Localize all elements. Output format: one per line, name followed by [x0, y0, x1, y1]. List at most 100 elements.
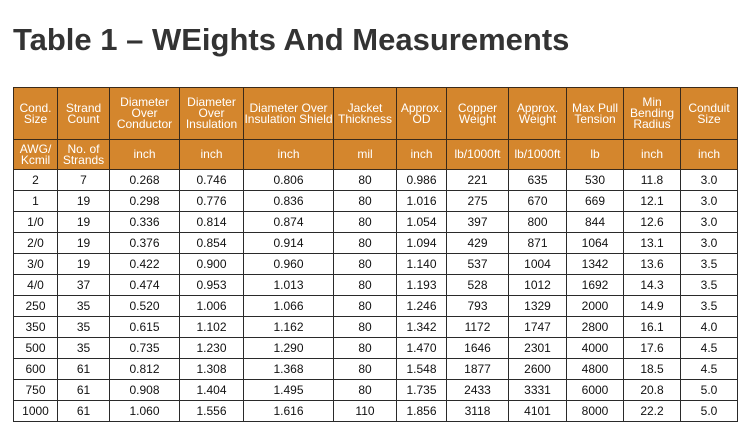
table-cell: 1.013 — [243, 274, 334, 296]
table-cell: 0.735 — [109, 337, 180, 359]
column-unit: inch — [623, 139, 681, 170]
weights-measurements-table: Cond. Size Strand Count Diameter Over Cond… — [13, 87, 738, 422]
table-cell: 1.290 — [243, 337, 334, 359]
table-cell: 0.268 — [109, 169, 180, 191]
table-cell: 4/0 — [13, 274, 58, 296]
table-cell: 0.376 — [109, 232, 180, 254]
table-cell: 19 — [57, 211, 110, 233]
table-cell: 80 — [333, 211, 397, 233]
table-cell: 8000 — [566, 400, 624, 422]
table-cell: 0.900 — [179, 253, 244, 275]
table-cell: 80 — [333, 295, 397, 317]
table-cell: 0.422 — [109, 253, 180, 275]
table-cell: 1.495 — [243, 379, 334, 401]
table-row: 350 35 0.615 1.102 1.162 80 1.342 1172 1747 2800 1… — [13, 316, 738, 338]
table-cell: 3.0 — [680, 190, 738, 212]
column-header: Strand Count — [57, 87, 110, 140]
table-cell: 1.162 — [243, 316, 334, 338]
table-cell: 80 — [333, 253, 397, 275]
table-cell: 2 — [13, 169, 58, 191]
table-cell: 12.6 — [623, 211, 681, 233]
table-cell: 1.404 — [179, 379, 244, 401]
table-cell: 6000 — [566, 379, 624, 401]
table-cell: 0.814 — [179, 211, 244, 233]
table-cell: 1.094 — [396, 232, 447, 254]
table-cell: 35 — [57, 295, 110, 317]
table-cell: 0.986 — [396, 169, 447, 191]
table-cell: 750 — [13, 379, 58, 401]
table-cell: 1000 — [13, 400, 58, 422]
table-row: 1000 61 1.060 1.556 1.616 110 1.856 3118 4101 800… — [13, 400, 738, 422]
table-cell: 600 — [13, 358, 58, 380]
table-cell: 1.735 — [396, 379, 447, 401]
table-cell: 0.908 — [109, 379, 180, 401]
table-cell: 1.066 — [243, 295, 334, 317]
table-cell: 1646 — [446, 337, 509, 359]
table-cell: 3.5 — [680, 274, 738, 296]
table-cell: 1.308 — [179, 358, 244, 380]
table-cell: 5.0 — [680, 379, 738, 401]
table-cell: 528 — [446, 274, 509, 296]
column-unit: inch — [680, 139, 738, 170]
table-cell: 80 — [333, 232, 397, 254]
table-cell: 1.016 — [396, 190, 447, 212]
column-header: Cond. Size — [13, 87, 58, 140]
table-row: 1 19 0.298 0.776 0.836 80 1.016 275 670 669 12.1 3.… — [13, 190, 738, 212]
table-row: 3/0 19 0.422 0.900 0.960 80 1.140 537 1004 1342 13… — [13, 253, 738, 275]
table-cell: 11.8 — [623, 169, 681, 191]
table-cell: 1.054 — [396, 211, 447, 233]
table-cell: 2433 — [446, 379, 509, 401]
table-cell: 530 — [566, 169, 624, 191]
table-cell: 1692 — [566, 274, 624, 296]
table-cell: 80 — [333, 379, 397, 401]
table-cell: 1.342 — [396, 316, 447, 338]
table-body: 2 7 0.268 0.746 0.806 80 0.986 221 635 530 11.8 3.0… — [13, 169, 738, 422]
table-row: 750 61 0.908 1.404 1.495 80 1.735 2433 3331 6000 2… — [13, 379, 738, 401]
table-cell: 0.520 — [109, 295, 180, 317]
column-header: Jacket Thickness — [333, 87, 397, 140]
column-unit: lb — [566, 139, 624, 170]
table-cell: 0.746 — [179, 169, 244, 191]
table-cell: 0.953 — [179, 274, 244, 296]
table-cell: 1.470 — [396, 337, 447, 359]
column-header: Copper Weight — [446, 87, 509, 140]
table-cell: 1/0 — [13, 211, 58, 233]
table-cell: 80 — [333, 358, 397, 380]
table-cell: 1.556 — [179, 400, 244, 422]
column-unit: lb/1000ft — [508, 139, 567, 170]
table-cell: 0.615 — [109, 316, 180, 338]
table-cell: 3.5 — [680, 295, 738, 317]
table-cell: 669 — [566, 190, 624, 212]
table-cell: 0.854 — [179, 232, 244, 254]
table-cell: 4.5 — [680, 337, 738, 359]
column-unit: inch — [109, 139, 180, 170]
table-cell: 1.193 — [396, 274, 447, 296]
column-unit: mil — [333, 139, 397, 170]
table-cell: 1004 — [508, 253, 567, 275]
table-cell: 37 — [57, 274, 110, 296]
table-cell: 4000 — [566, 337, 624, 359]
table-cell: 61 — [57, 358, 110, 380]
table-cell: 1.060 — [109, 400, 180, 422]
column-unit: inch — [243, 139, 334, 170]
table-cell: 3.0 — [680, 232, 738, 254]
table-cell: 4800 — [566, 358, 624, 380]
table-cell: 3331 — [508, 379, 567, 401]
table-cell: 19 — [57, 253, 110, 275]
table-cell: 1747 — [508, 316, 567, 338]
table-cell: 0.474 — [109, 274, 180, 296]
table-cell: 61 — [57, 379, 110, 401]
table-cell: 13.1 — [623, 232, 681, 254]
table-cell: 429 — [446, 232, 509, 254]
table-cell: 1.246 — [396, 295, 447, 317]
table-cell: 2600 — [508, 358, 567, 380]
table-cell: 14.9 — [623, 295, 681, 317]
column-unit: inch — [179, 139, 244, 170]
table-cell: 397 — [446, 211, 509, 233]
column-header: Approx. Weight — [508, 87, 567, 140]
table-cell: 1.140 — [396, 253, 447, 275]
table-cell: 17.6 — [623, 337, 681, 359]
table-cell: 80 — [333, 190, 397, 212]
table-cell: 1.102 — [179, 316, 244, 338]
table-cell: 0.960 — [243, 253, 334, 275]
